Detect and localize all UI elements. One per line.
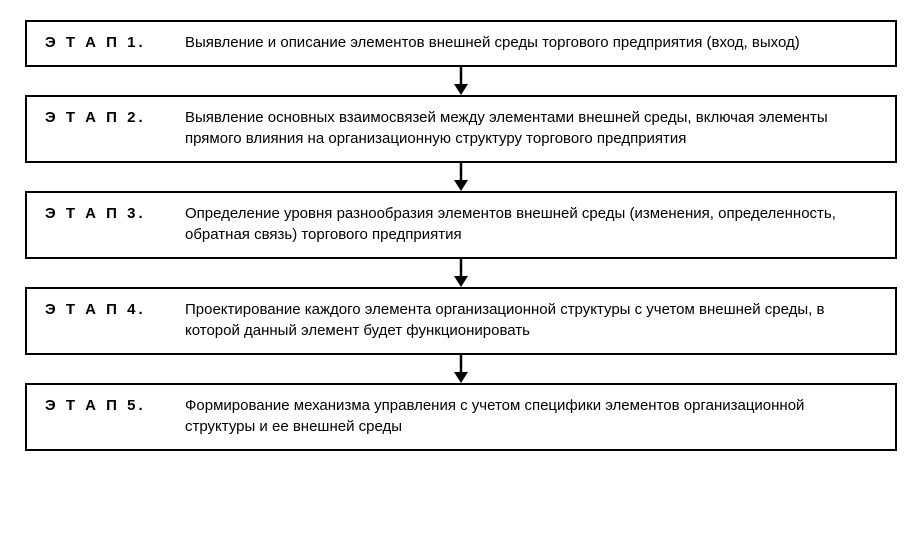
stage-description: Проектирование каждого элемента организа… [185, 299, 877, 341]
arrow-connector [25, 67, 897, 95]
stage-description: Выявление основных взаимосвязей между эл… [185, 107, 877, 149]
stage-box-1: Э Т А П 1. Выявление и описание элементо… [25, 20, 897, 67]
stage-label: Э Т А П 5. [45, 395, 185, 416]
down-arrow-icon [451, 67, 471, 95]
stage-box-2: Э Т А П 2. Выявление основных взаимосвяз… [25, 95, 897, 163]
stage-box-3: Э Т А П 3. Определение уровня разнообраз… [25, 191, 897, 259]
down-arrow-icon [451, 259, 471, 287]
stage-description: Определение уровня разнообразия элементо… [185, 203, 877, 245]
stage-box-5: Э Т А П 5. Формирование механизма управл… [25, 383, 897, 451]
arrow-connector [25, 355, 897, 383]
stage-description: Выявление и описание элементов внешней с… [185, 32, 800, 53]
stage-label: Э Т А П 1. [45, 32, 185, 53]
flowchart-container: Э Т А П 1. Выявление и описание элементо… [25, 20, 897, 451]
arrow-connector [25, 259, 897, 287]
stage-label: Э Т А П 4. [45, 299, 185, 320]
stage-box-4: Э Т А П 4. Проектирование каждого элемен… [25, 287, 897, 355]
stage-description: Формирование механизма управления с учет… [185, 395, 877, 437]
arrow-connector [25, 163, 897, 191]
down-arrow-icon [451, 163, 471, 191]
down-arrow-icon [451, 355, 471, 383]
stage-label: Э Т А П 3. [45, 203, 185, 224]
stage-label: Э Т А П 2. [45, 107, 185, 128]
